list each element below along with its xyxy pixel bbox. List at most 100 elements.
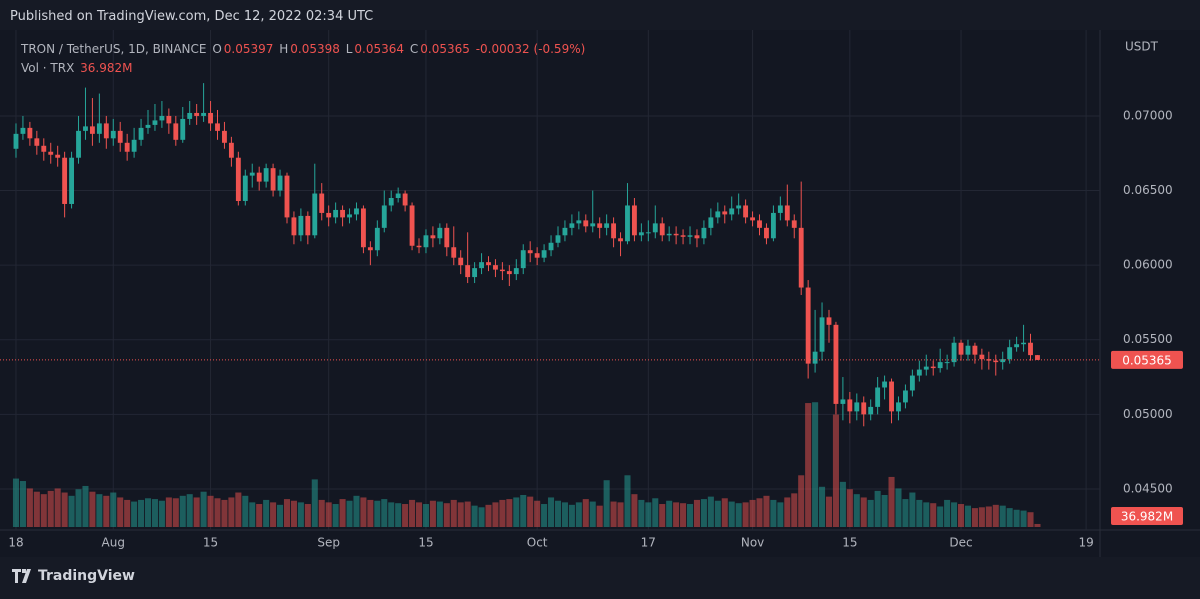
volume-bar [624,475,631,527]
candle-body [937,362,943,369]
symbol: TRON / TetherUS, 1D, BINANCE [21,42,207,56]
volume-bar [686,504,694,527]
volume-bar [819,486,826,527]
candle-body [889,381,894,412]
volume-bar [742,502,749,527]
volume-bar [200,491,207,527]
candle-body [979,354,985,360]
volume-bar [756,498,763,527]
candle-body [62,157,68,204]
y-tick-label: 0.04500 [1123,481,1173,495]
x-tick-label: 15 [203,536,218,550]
volume-bar [214,498,221,527]
x-tick-label: 15 [418,536,433,550]
volume-bar [645,502,652,527]
candle-body [333,209,339,218]
candle-body [659,223,665,236]
candle-body [228,142,234,158]
candle-body [861,402,867,415]
candle-body [291,217,297,236]
ohlc-value: 0.05364 [354,42,405,56]
candle-body [298,215,304,236]
volume-bar [1034,523,1041,527]
candle-body [48,151,54,155]
candle-body [944,362,950,364]
volume-bar [256,504,263,527]
candle-body [958,342,964,355]
volume-bar [415,502,423,527]
candle-body [277,175,283,191]
volume-bar [937,506,944,527]
candle-body [993,360,999,363]
candle-body [527,250,533,254]
candle-body [750,217,755,221]
volume-bar [888,476,895,527]
candle-body [388,198,394,206]
candle-body [124,142,130,152]
volume-bar [714,500,721,527]
volume-bar [923,502,930,527]
volume-bar [527,496,534,527]
candle-body [590,223,596,227]
candle-body [354,208,359,215]
candle-body [1007,347,1013,360]
candle-body [249,172,255,176]
candle-body [96,123,102,134]
volume-bar [332,504,339,527]
ohlc-letter: O [212,42,222,56]
candle-body [791,220,797,228]
volume-bar [144,498,152,527]
candle-body [868,406,874,415]
volume-bar [749,499,756,527]
volume-bar [124,499,131,527]
candle-body [882,381,888,388]
volume-bar [117,497,124,527]
candle-body [465,265,471,278]
volume-bar [33,491,40,527]
x-tick-label: 15 [842,536,857,550]
volume-bar [638,499,645,527]
volume-bar [596,505,603,527]
candle-body [1028,342,1033,356]
volume-bar [478,507,485,527]
candle-body [486,262,491,266]
volume-bar [770,499,777,527]
candle-body [798,227,804,288]
volume-bar [263,499,270,527]
brand: TradingView [38,568,135,584]
candle-body [430,235,436,239]
ohlc-value: 0.05397 [223,42,274,56]
candle-body [520,250,526,269]
last-price-label: 0.05365 [1122,353,1172,367]
candle-body [555,235,561,243]
candle-body [708,217,714,228]
volume-bar [207,495,214,527]
candle-body [347,214,352,218]
volume-bar [443,503,450,527]
volume-bar [422,504,429,527]
volume-bar [832,414,839,527]
footer: TradingView [12,568,135,584]
volume-bar [1027,512,1034,527]
candle-body [638,232,644,236]
candle-body [110,130,116,139]
volume-bar [548,497,555,527]
volume-bar [513,497,520,527]
volume-bar [270,502,277,527]
ohlc-letter: H [279,42,289,56]
volume-bar [728,501,735,527]
candle-body [305,215,311,236]
volume-bar [283,499,291,527]
volume-bar [450,499,457,527]
candle-body [444,227,450,248]
volume-value: 36.982M [80,61,133,75]
candle-body [479,262,484,269]
volume-bar [777,502,784,527]
volume-bar [763,495,770,527]
candle-body [1035,355,1040,360]
volume-bar [172,498,179,527]
candle-body [76,130,81,158]
volume-bar [603,480,610,527]
candle-body [513,268,519,275]
